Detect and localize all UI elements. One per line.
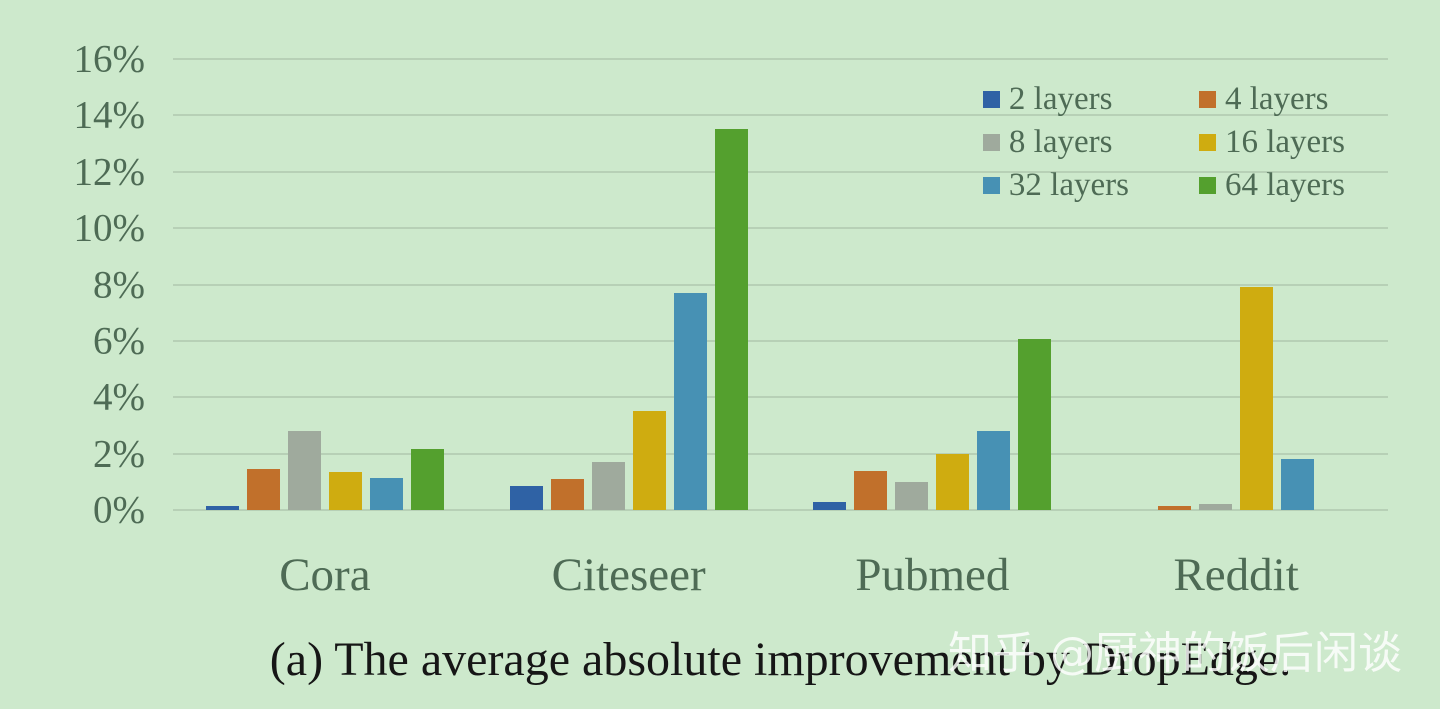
gridline [173, 396, 1388, 399]
legend-item: 16 layers [1198, 124, 1345, 160]
legend-swatch [1198, 134, 1216, 151]
y-tick-label: 0% [93, 488, 145, 532]
legend-swatch [1198, 177, 1216, 194]
bar-groups [173, 59, 1388, 510]
bar [813, 501, 847, 510]
bar [509, 486, 543, 510]
legend-swatch [1198, 91, 1216, 108]
gridline [173, 339, 1388, 342]
y-tick-label: 16% [73, 37, 146, 81]
legend-item: 4 layers [1198, 81, 1345, 117]
bar [205, 505, 239, 510]
legend-swatch [982, 134, 1000, 151]
gridline [173, 452, 1388, 455]
gridlines: 0% 2% 4% 6% 8% 10% 12% 14% 16% [74, 40, 1388, 530]
legend: 2 layers 4 layers 8 layers 16 layers 32 laye… [982, 81, 1345, 203]
legend-swatch [982, 91, 1000, 108]
bar [1158, 505, 1192, 510]
legend-label: 64 layers [1224, 167, 1345, 203]
bar [328, 471, 362, 510]
bar [550, 479, 584, 510]
bar [410, 449, 444, 510]
y-tick-label: 10% [73, 206, 146, 250]
legend-label: 32 layers [1008, 167, 1129, 203]
bar [632, 411, 666, 510]
bar [977, 431, 1011, 510]
bar [854, 470, 888, 510]
bottom-white-strip [0, 709, 1440, 718]
y-tick-label: 14% [73, 93, 146, 137]
legend-item: 2 layers [982, 81, 1129, 117]
y-tick-label: 4% [93, 375, 145, 419]
legend-label: 4 layers [1224, 81, 1329, 117]
x-category-label: Pubmed [855, 549, 1010, 601]
bar [1281, 459, 1315, 510]
y-tick-label: 12% [73, 150, 146, 194]
x-category-label: Citeseer [551, 549, 706, 601]
bar-group [477, 59, 781, 510]
y-tick-label: 6% [93, 319, 145, 363]
legend-item: 32 layers [982, 167, 1129, 203]
bar-group [781, 59, 1085, 510]
legend-item: 64 layers [1198, 167, 1345, 203]
bar [369, 477, 403, 510]
legend-label: 2 layers [1008, 81, 1113, 117]
bar [1018, 339, 1052, 510]
bar-group [1084, 59, 1388, 510]
bar [246, 469, 280, 510]
gridline [173, 283, 1388, 286]
gridline [173, 227, 1388, 230]
bar [591, 462, 625, 510]
legend-label: 8 layers [1008, 124, 1113, 160]
gridline [173, 58, 1388, 60]
bar [287, 431, 321, 510]
x-category-label: Cora [279, 549, 371, 601]
bar [714, 129, 748, 510]
gridline [173, 509, 1388, 511]
plot-area: 0% 2% 4% 6% 8% 10% 12% 14% 16% 2 layers 4 layers 8… [74, 40, 1388, 530]
bar [895, 481, 929, 510]
legend-label: 16 layers [1224, 124, 1345, 160]
x-axis-labels: Cora Citeseer Pubmed Reddit [173, 549, 1388, 602]
bar [936, 453, 970, 510]
gridline [173, 114, 1388, 117]
caption: (a) The average absolute improvement by … [269, 633, 1292, 686]
bar [673, 292, 707, 510]
gridline [173, 170, 1388, 173]
bar [1240, 287, 1274, 510]
legend-swatch [982, 177, 1000, 194]
y-tick-label: 8% [93, 263, 145, 306]
y-tick-label: 2% [93, 432, 145, 476]
bar [1199, 504, 1233, 510]
bar-group [173, 59, 477, 510]
watermark: 知乎 @厨神的饭后闲谈 [948, 628, 1402, 679]
x-category-label: Reddit [1173, 549, 1299, 601]
legend-item: 8 layers [982, 124, 1129, 160]
